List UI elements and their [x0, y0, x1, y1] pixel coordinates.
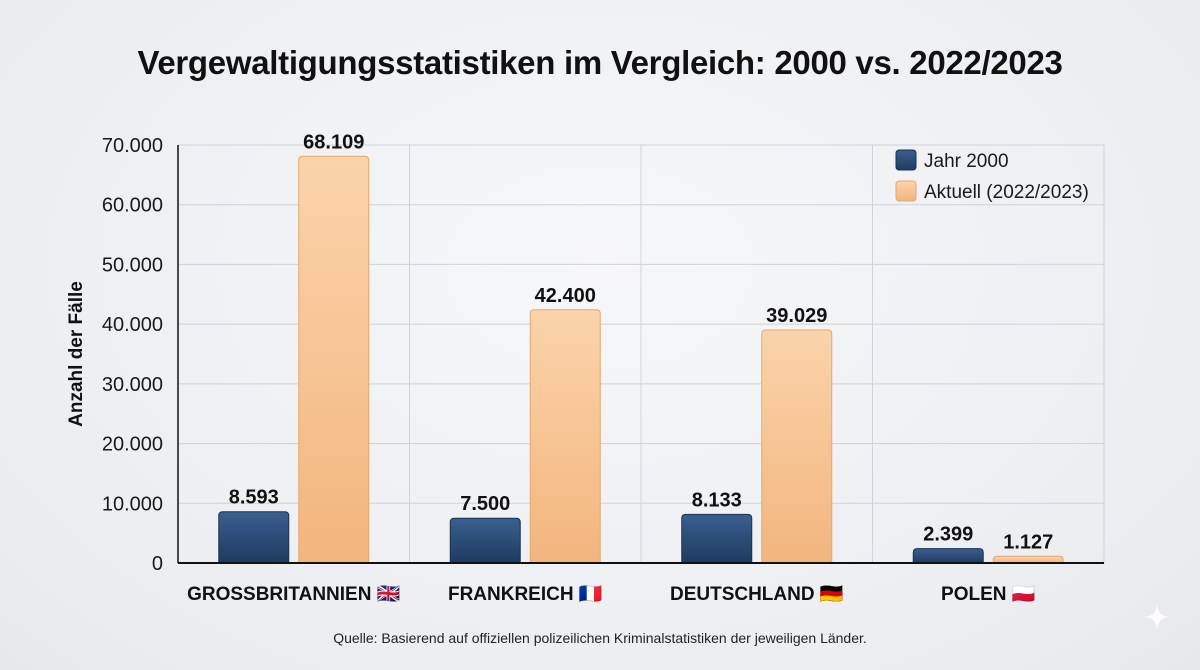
- x-category-label: DEUTSCHLAND 🇩🇪: [670, 583, 844, 605]
- bar-aktuell-1: [529, 309, 601, 564]
- data-label: 8.593: [229, 487, 279, 509]
- bar-aktuell-2: [761, 329, 833, 564]
- bar-aktuell-3: [992, 555, 1064, 564]
- y-tick-label: 60.000: [102, 195, 163, 217]
- bar-jahr-2000-3: [912, 548, 984, 564]
- data-label: 42.400: [535, 285, 596, 307]
- y-tick-label: 70.000: [102, 135, 163, 157]
- legend-swatch: [895, 149, 917, 171]
- sparkle-icon: [1144, 604, 1170, 630]
- data-label: 7.500: [460, 493, 510, 515]
- legend-label: Aktuell (2022/2023): [924, 182, 1089, 203]
- y-tick-label: 0: [152, 553, 163, 575]
- chart-title: Vergewaltigungsstatistiken im Vergleich:…: [137, 44, 1063, 81]
- legend: Jahr 2000 Aktuell (2022/2023): [895, 149, 1089, 203]
- bar-jahr-2000-1: [449, 517, 521, 564]
- labels-layer: 8.593 68.109 7.500 42.400 8.133 39.029 2.399 1.…: [229, 131, 1054, 553]
- bar-jahr-2000-2: [681, 513, 753, 564]
- y-tick-label: 10.000: [102, 493, 163, 515]
- y-tick-label: 40.000: [102, 314, 163, 336]
- y-axis-title: Anzahl der Fälle: [66, 281, 87, 427]
- legend-swatch: [895, 180, 917, 202]
- x-category-label: FRANKREICH 🇫🇷: [448, 583, 603, 605]
- legend-label: Jahr 2000: [924, 151, 1009, 172]
- bar-jahr-2000-0: [218, 511, 290, 564]
- y-tick-label: 20.000: [102, 434, 163, 456]
- data-label: 2.399: [923, 524, 973, 546]
- bars-layer: [218, 155, 1064, 564]
- data-label: 39.029: [766, 305, 827, 327]
- y-tick-label: 30.000: [102, 374, 163, 396]
- data-label: 8.133: [692, 489, 742, 511]
- x-category-label: POLEN 🇵🇱: [941, 583, 1036, 605]
- source-note: Quelle: Basierend auf offiziellen polize…: [333, 630, 867, 646]
- axis-layer: 0 10.000 20.000 30.000 40.000 50.000 60.000 70.…: [66, 135, 1104, 605]
- data-label: 1.127: [1003, 531, 1053, 553]
- data-label: 68.109: [303, 131, 364, 153]
- bar-aktuell-0: [298, 155, 370, 564]
- x-category-label: GROSSBRITANNIEN 🇬🇧: [187, 583, 401, 605]
- y-tick-label: 50.000: [102, 254, 163, 276]
